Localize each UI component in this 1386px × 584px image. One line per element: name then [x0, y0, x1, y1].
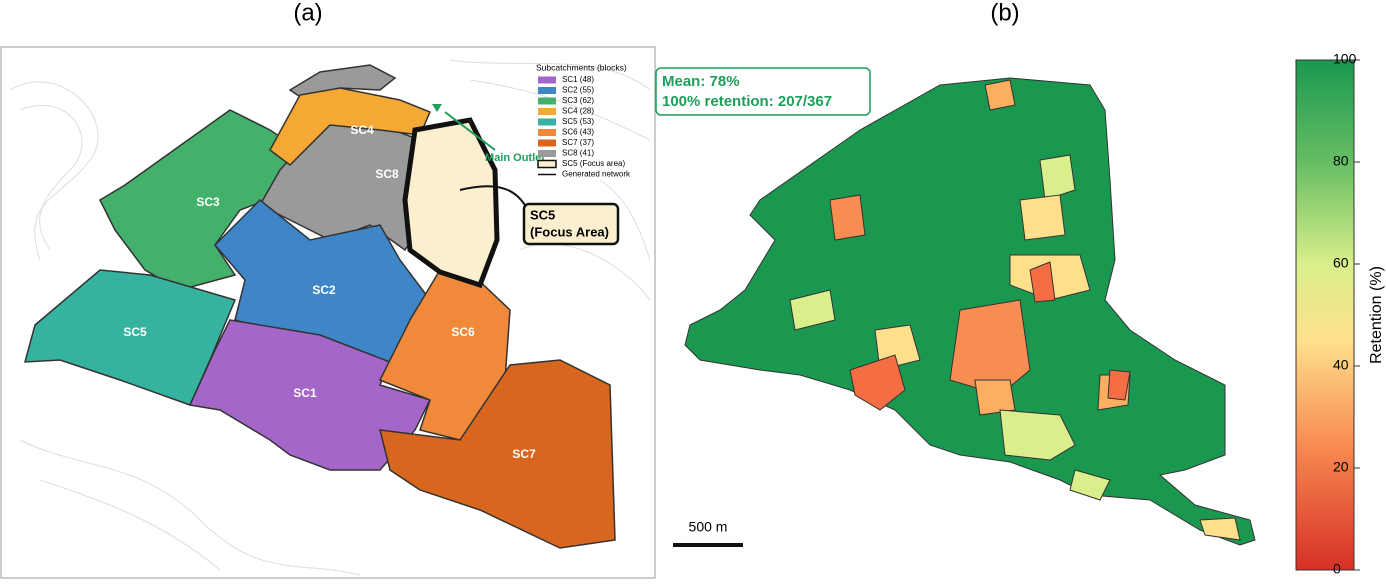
- legend-swatch: [538, 108, 556, 115]
- colorbar-tick-label: 60: [1333, 255, 1349, 271]
- legend-swatch: [537, 159, 557, 169]
- region-label: SC4: [350, 123, 374, 137]
- stats-text: 100% retention: 207/367: [662, 93, 832, 110]
- region-label: SC7: [512, 447, 536, 461]
- legend-swatch: [538, 139, 556, 147]
- legend-swatch: [538, 87, 556, 94]
- legend-swatch: [538, 76, 556, 84]
- colorbar-tick-label: 20: [1333, 459, 1349, 475]
- outlet-arrow: [444, 111, 496, 151]
- legend-label: SC8 (41): [562, 149, 594, 158]
- legend-label: SC3 (62): [562, 96, 594, 105]
- legend-title: Subcatchments (blocks): [536, 62, 627, 72]
- focus-label: SC5: [530, 207, 555, 222]
- retention-map: [684, 77, 1256, 546]
- colorbar-tick-label: 40: [1333, 357, 1349, 373]
- outlet-label: Main Outlet: [485, 152, 545, 164]
- legend-swatch: [538, 118, 556, 126]
- colorbar-tick-label: 100: [1333, 51, 1357, 67]
- subcatchments: [24, 64, 616, 549]
- legend-label: SC7 (37): [562, 138, 594, 147]
- legend-label: Generated network: [562, 170, 631, 179]
- legend-label: SC5 (Focus area): [562, 159, 625, 168]
- region-labels: SC1 SC2 SC3 SC4 SC5 SC6 SC7 SC8: [123, 123, 536, 461]
- legend-label: SC1 (48): [562, 75, 594, 84]
- stats-box: [655, 67, 871, 116]
- focus-box: [522, 202, 620, 246]
- legend-label: SC6 (43): [562, 128, 594, 137]
- region-label: SC3: [196, 195, 220, 209]
- focus-label: (Focus Area): [530, 224, 609, 239]
- legend-swatch: [538, 150, 556, 157]
- legend-label: SC4 (28): [562, 107, 594, 116]
- legend-swatch: [538, 97, 556, 105]
- colorbar-tick-label: 0: [1333, 561, 1341, 577]
- scale-label: 500 m: [689, 519, 728, 535]
- region-label: SC1: [293, 386, 317, 400]
- panel-title: (a): [293, 0, 322, 26]
- colorbar-ramp: [1295, 59, 1355, 571]
- region-label: SC6: [451, 325, 475, 339]
- panel-title: (b): [990, 0, 1019, 26]
- legend-swatch: [538, 129, 556, 136]
- region-label: SC8: [375, 167, 399, 181]
- outlet-marker: [432, 104, 442, 112]
- region-label: SC5: [123, 325, 147, 339]
- stats-text: Mean: 78%: [662, 73, 740, 90]
- colorbar-tick-label: 80: [1333, 153, 1349, 169]
- legend-label: SC5 (53): [562, 117, 594, 126]
- legend-label: SC2 (55): [562, 86, 594, 95]
- legend: Subcatchments (blocks) SC1 (48)SC2 (55)S…: [536, 62, 631, 178]
- region-label: SC2: [312, 283, 336, 297]
- colorbar: Retention (%) 0 20 40 60 80 100: [1295, 51, 1385, 577]
- colorbar-label: Retention (%): [1368, 266, 1385, 364]
